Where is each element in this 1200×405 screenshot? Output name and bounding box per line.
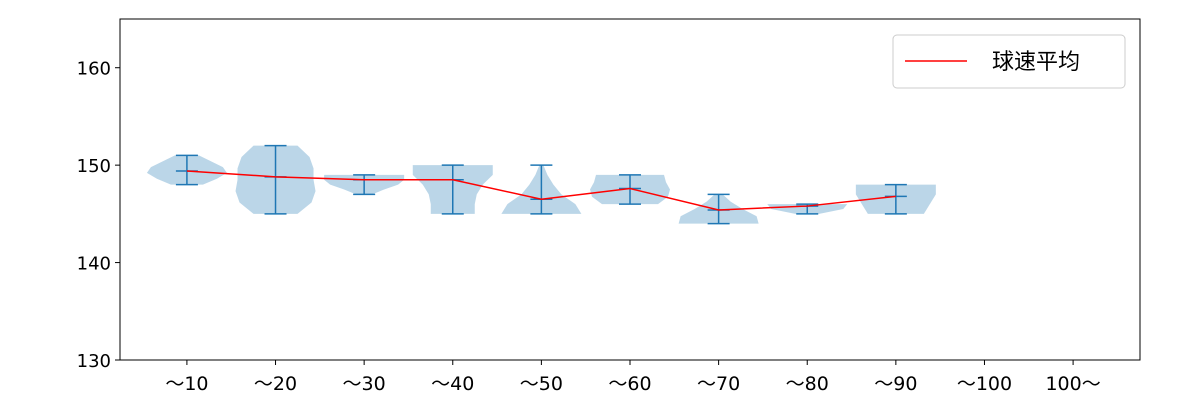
x-tick-label: ～20: [254, 373, 297, 395]
mean-line: [186, 170, 896, 211]
x-tick-label: ～90: [874, 373, 917, 395]
y-tick-label: 140: [77, 254, 111, 275]
violins-layer: [146, 144, 936, 225]
mean-line-layer: [186, 170, 896, 211]
x-tick-label: ～50: [520, 373, 563, 395]
x-axis: ～10 ～20 ～30 ～40 ～50 ～60 ～70 ～80 ～90 ～100 100～: [165, 360, 1101, 395]
x-tick-label: ～70: [697, 373, 740, 395]
legend-label: 球速平均: [992, 50, 1080, 75]
x-tick-label: ～80: [786, 373, 829, 395]
x-tick-label: ～100: [957, 373, 1012, 395]
legend-box: [892, 34, 1126, 89]
x-tick-label: ～10: [165, 373, 208, 395]
y-tick-label: 150: [77, 156, 111, 177]
y-tick-label: 160: [77, 59, 111, 80]
y-tick-label: 130: [77, 351, 111, 372]
x-tick-label: 100～: [1045, 373, 1100, 395]
x-tick-label: ～30: [343, 373, 386, 395]
legend: 球速平均: [892, 34, 1126, 89]
x-tick-label: ～60: [608, 373, 651, 395]
x-tick-label: ～40: [431, 373, 474, 395]
y-axis: 130 140 150 160: [77, 59, 120, 372]
